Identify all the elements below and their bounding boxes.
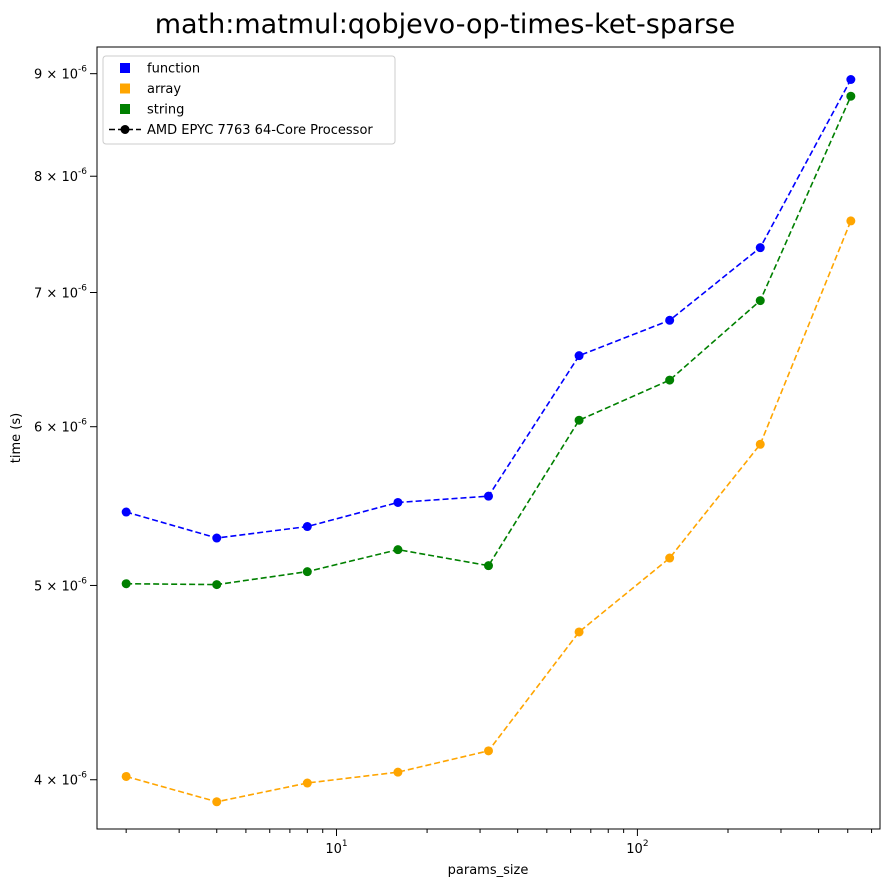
- y-tick-label: 7 × 10-6: [34, 283, 87, 301]
- legend-label: function: [147, 62, 200, 77]
- data-point-string: [755, 296, 765, 306]
- data-point-array: [755, 439, 765, 449]
- data-point-array: [393, 767, 403, 777]
- y-tick-label: 6 × 10-6: [34, 418, 87, 436]
- data-point-string: [846, 91, 856, 101]
- data-point-function: [755, 243, 765, 253]
- y-tick-label: 8 × 10-6: [34, 167, 87, 185]
- y-tick-label: 9 × 10-6: [34, 65, 87, 83]
- legend-label: array: [147, 82, 181, 97]
- x-axis-label: params_size: [448, 863, 529, 878]
- y-tick-label: 4 × 10-6: [34, 771, 87, 789]
- legend-label: string: [147, 103, 184, 118]
- data-point-array: [665, 553, 675, 563]
- data-point-string: [484, 561, 493, 571]
- data-point-function: [121, 507, 131, 517]
- data-point-array: [574, 627, 584, 637]
- data-point-string: [302, 567, 312, 577]
- y-axis-ticks: 4 × 10-6 5 × 10-6 6 × 10-6 7 × 10-6 8 × 10-6…: [34, 65, 97, 789]
- legend-circle-marker: [120, 125, 130, 134]
- x-tick-label: 102: [626, 839, 648, 857]
- data-point-function: [484, 491, 493, 501]
- series-line-array: [125, 220, 852, 803]
- data-point-string: [121, 579, 131, 589]
- data-point-string: [212, 580, 222, 590]
- data-point-string: [665, 375, 675, 385]
- legend-label: AMD EPYC 7763 64-Core Processor: [147, 123, 373, 138]
- y-axis-label: time (s): [9, 413, 24, 463]
- data-point-array: [484, 746, 493, 756]
- data-point-function: [302, 522, 312, 532]
- data-point-array: [846, 216, 856, 226]
- series-string: [121, 91, 856, 590]
- series-line-string: [126, 95, 852, 586]
- data-point-function: [846, 74, 856, 84]
- x-tick-label: 101: [325, 839, 347, 857]
- data-point-function: [393, 497, 403, 507]
- data-point-function: [574, 351, 584, 361]
- series-line-function: [125, 79, 852, 539]
- data-point-function: [212, 533, 222, 543]
- legend-marker-string: [120, 104, 130, 114]
- chart-title: math:matmul:qobjevo-op-times-ket-sparse: [155, 9, 736, 40]
- y-tick-label: 5 × 10-6: [34, 576, 87, 594]
- plot-area: [96, 46, 881, 830]
- data-point-array: [212, 797, 222, 807]
- legend-marker-array: [120, 83, 130, 94]
- data-point-array: [121, 771, 131, 781]
- legend-box: [102, 55, 396, 145]
- series-layer: [121, 74, 856, 807]
- data-point-string: [393, 545, 403, 555]
- series-array: [121, 216, 856, 807]
- legend-marker-function: [120, 63, 130, 73]
- data-point-function: [665, 315, 675, 325]
- data-point-array: [302, 778, 312, 788]
- data-point-string: [574, 415, 584, 425]
- series-function: [121, 74, 856, 543]
- legend: function array string AMD EPYC 7763 64-Core…: [102, 55, 396, 145]
- x-axis-ticks: 101 102: [125, 829, 873, 857]
